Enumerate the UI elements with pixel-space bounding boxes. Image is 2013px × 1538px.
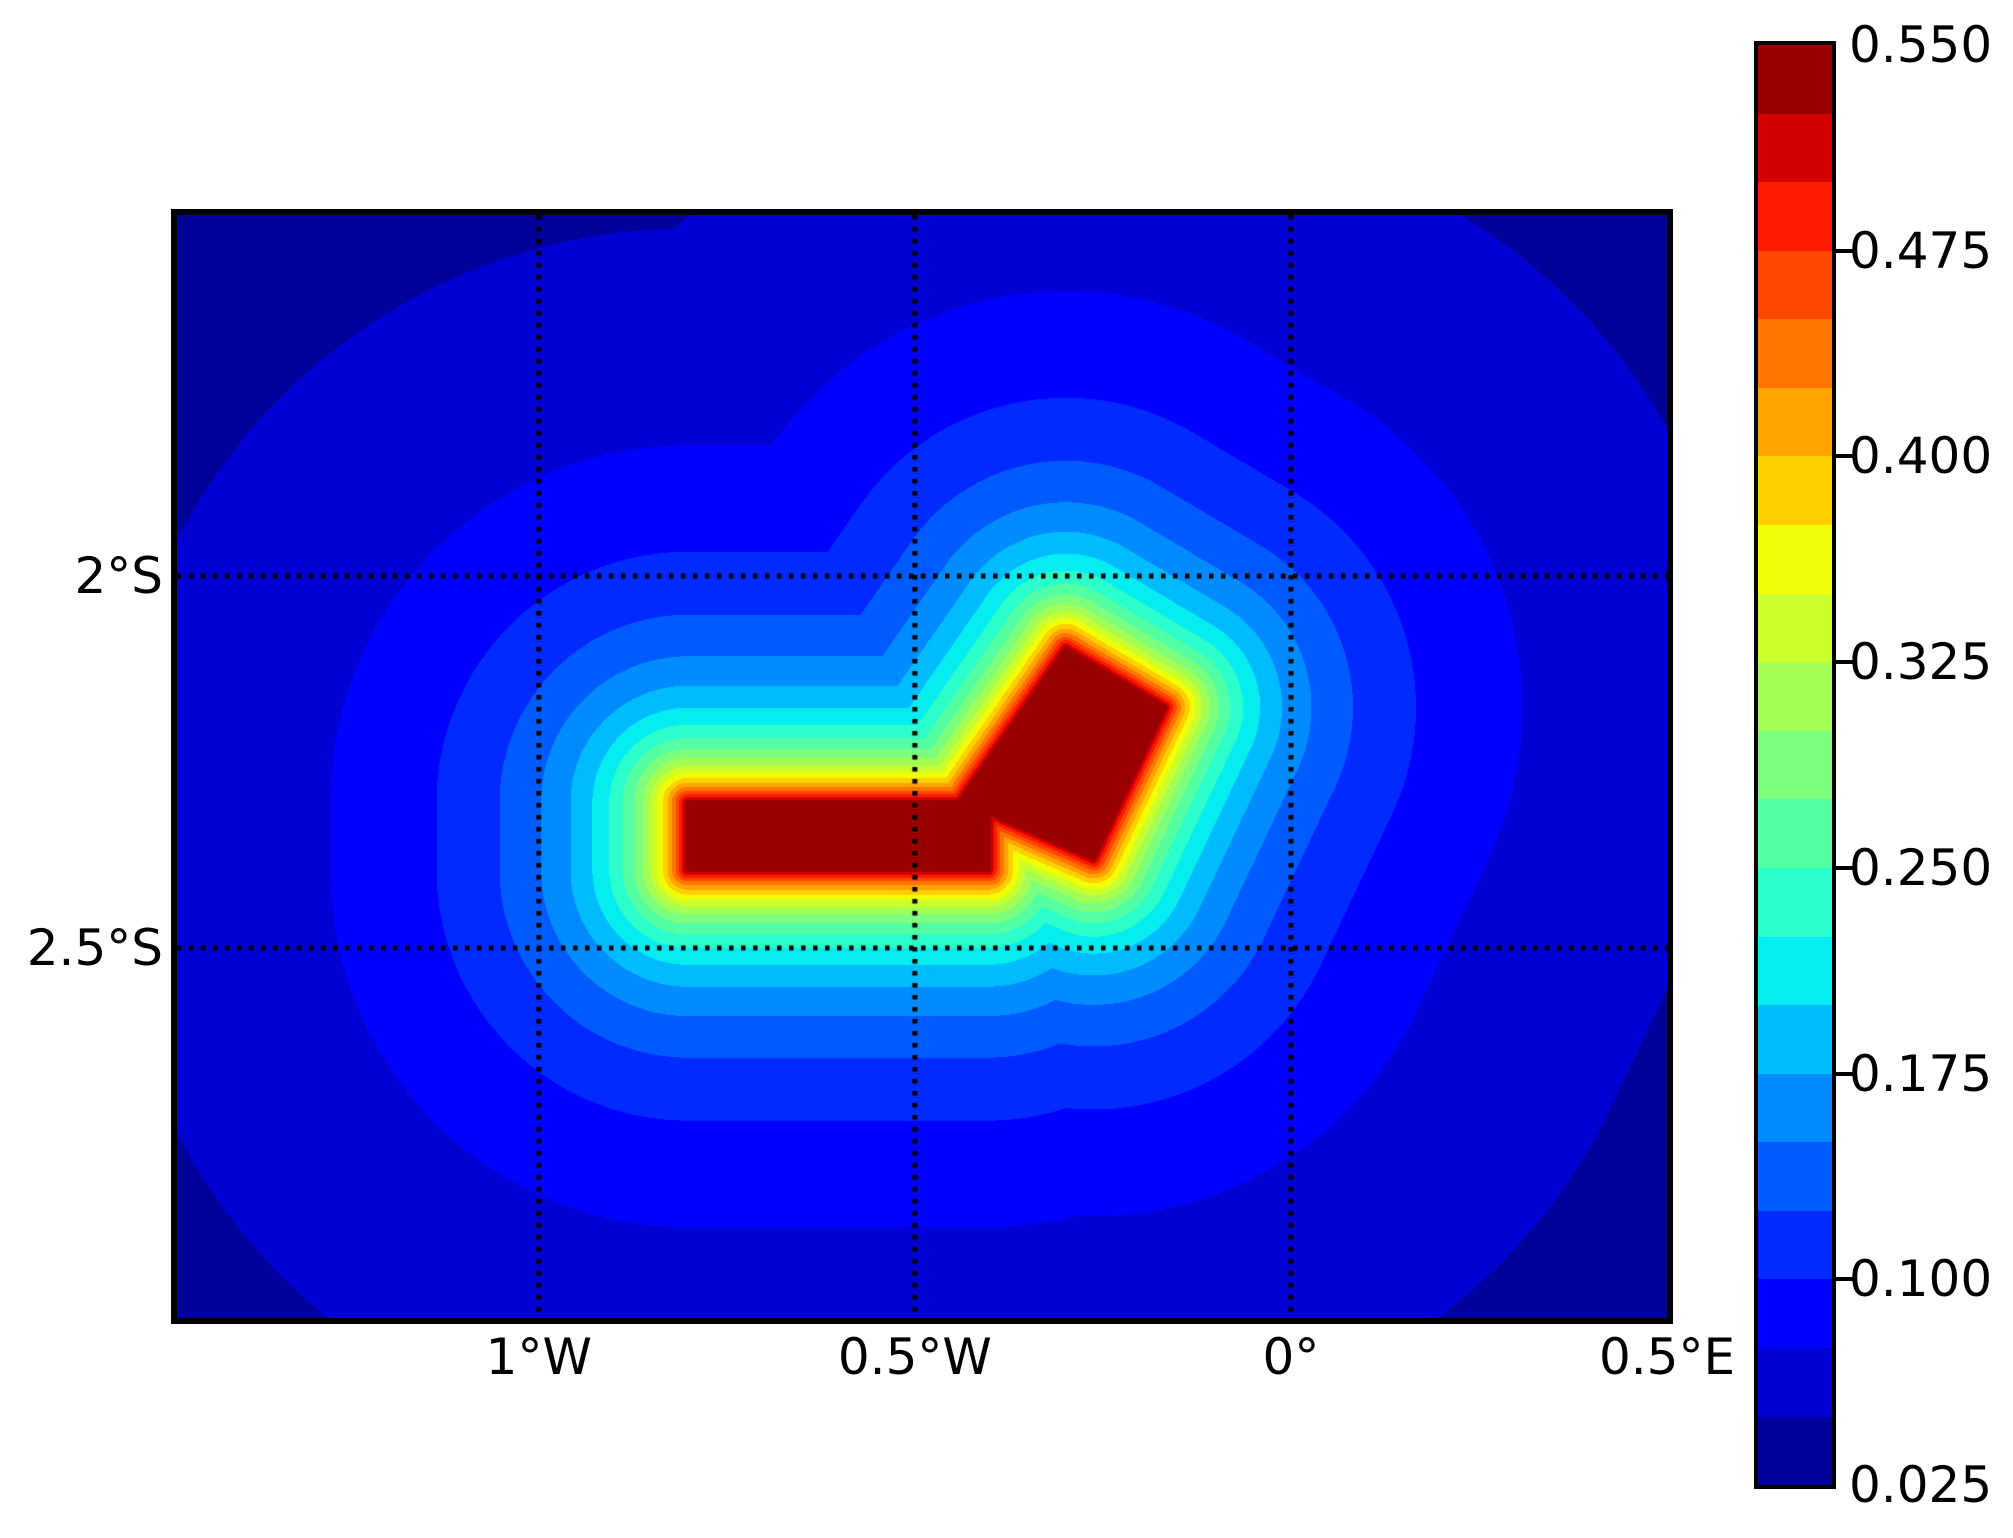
colorbar-tick-label-5: 0.175 <box>1849 1044 1993 1103</box>
colorbar-band-5 <box>1758 1073 1832 1143</box>
colorbar-band-3 <box>1758 1210 1832 1280</box>
colorbar-tickmark-2 <box>1836 454 1853 459</box>
colorbar-band-6 <box>1758 1005 1832 1074</box>
y-tick-label-1: 2.5°S <box>26 919 163 978</box>
colorbar-tick-label-0: 0.550 <box>1849 16 1993 74</box>
colorbar-band-12 <box>1758 593 1832 663</box>
contour-plot-canvas <box>177 215 1667 1318</box>
colorbar-band-14 <box>1758 456 1832 526</box>
colorbar-tickmark-6 <box>1836 1277 1853 1282</box>
x-tick-label-3: 0.5°E <box>1598 1328 1736 1386</box>
colorbar-tickmark-5 <box>1836 1071 1853 1076</box>
colorbar-band-19 <box>1758 113 1832 183</box>
y-tick-label-0: 2°S <box>74 546 163 605</box>
colorbar-band-17 <box>1758 250 1832 320</box>
colorbar-band-4 <box>1758 1142 1832 1211</box>
colorbar-band-15 <box>1758 387 1832 457</box>
colorbar-band-9 <box>1758 799 1832 868</box>
colorbar-band-8 <box>1758 867 1832 937</box>
colorbar-band-0 <box>1758 1416 1832 1486</box>
colorbar <box>1754 41 1836 1489</box>
colorbar-band-2 <box>1758 1279 1832 1348</box>
colorbar-band-11 <box>1758 662 1832 731</box>
x-tick-label-0: 1°W <box>485 1328 592 1386</box>
colorbar-bands <box>1758 45 1832 1486</box>
colorbar-tick-label-7: 0.025 <box>1849 1456 1993 1514</box>
colorbar-tick-label-4: 0.250 <box>1849 838 1993 897</box>
colorbar-tickmark-3 <box>1836 660 1853 665</box>
colorbar-tick-label-3: 0.325 <box>1849 633 1993 692</box>
colorbar-tick-label-2: 0.400 <box>1849 427 1993 486</box>
colorbar-band-10 <box>1758 730 1832 800</box>
colorbar-tickmark-1 <box>1836 248 1853 253</box>
x-tick-label-1: 0.5°W <box>837 1328 992 1386</box>
colorbar-band-13 <box>1758 525 1832 594</box>
colorbar-tick-label-1: 0.475 <box>1849 221 1993 280</box>
colorbar-tickmark-4 <box>1836 865 1853 870</box>
plot-area <box>171 209 1673 1324</box>
colorbar-band-18 <box>1758 182 1832 251</box>
colorbar-tick-label-6: 0.100 <box>1849 1250 1993 1309</box>
colorbar-band-20 <box>1758 45 1832 114</box>
colorbar-band-7 <box>1758 936 1832 1006</box>
x-tick-label-2: 0° <box>1262 1328 1320 1386</box>
colorbar-band-1 <box>1758 1347 1832 1417</box>
colorbar-band-16 <box>1758 319 1832 388</box>
